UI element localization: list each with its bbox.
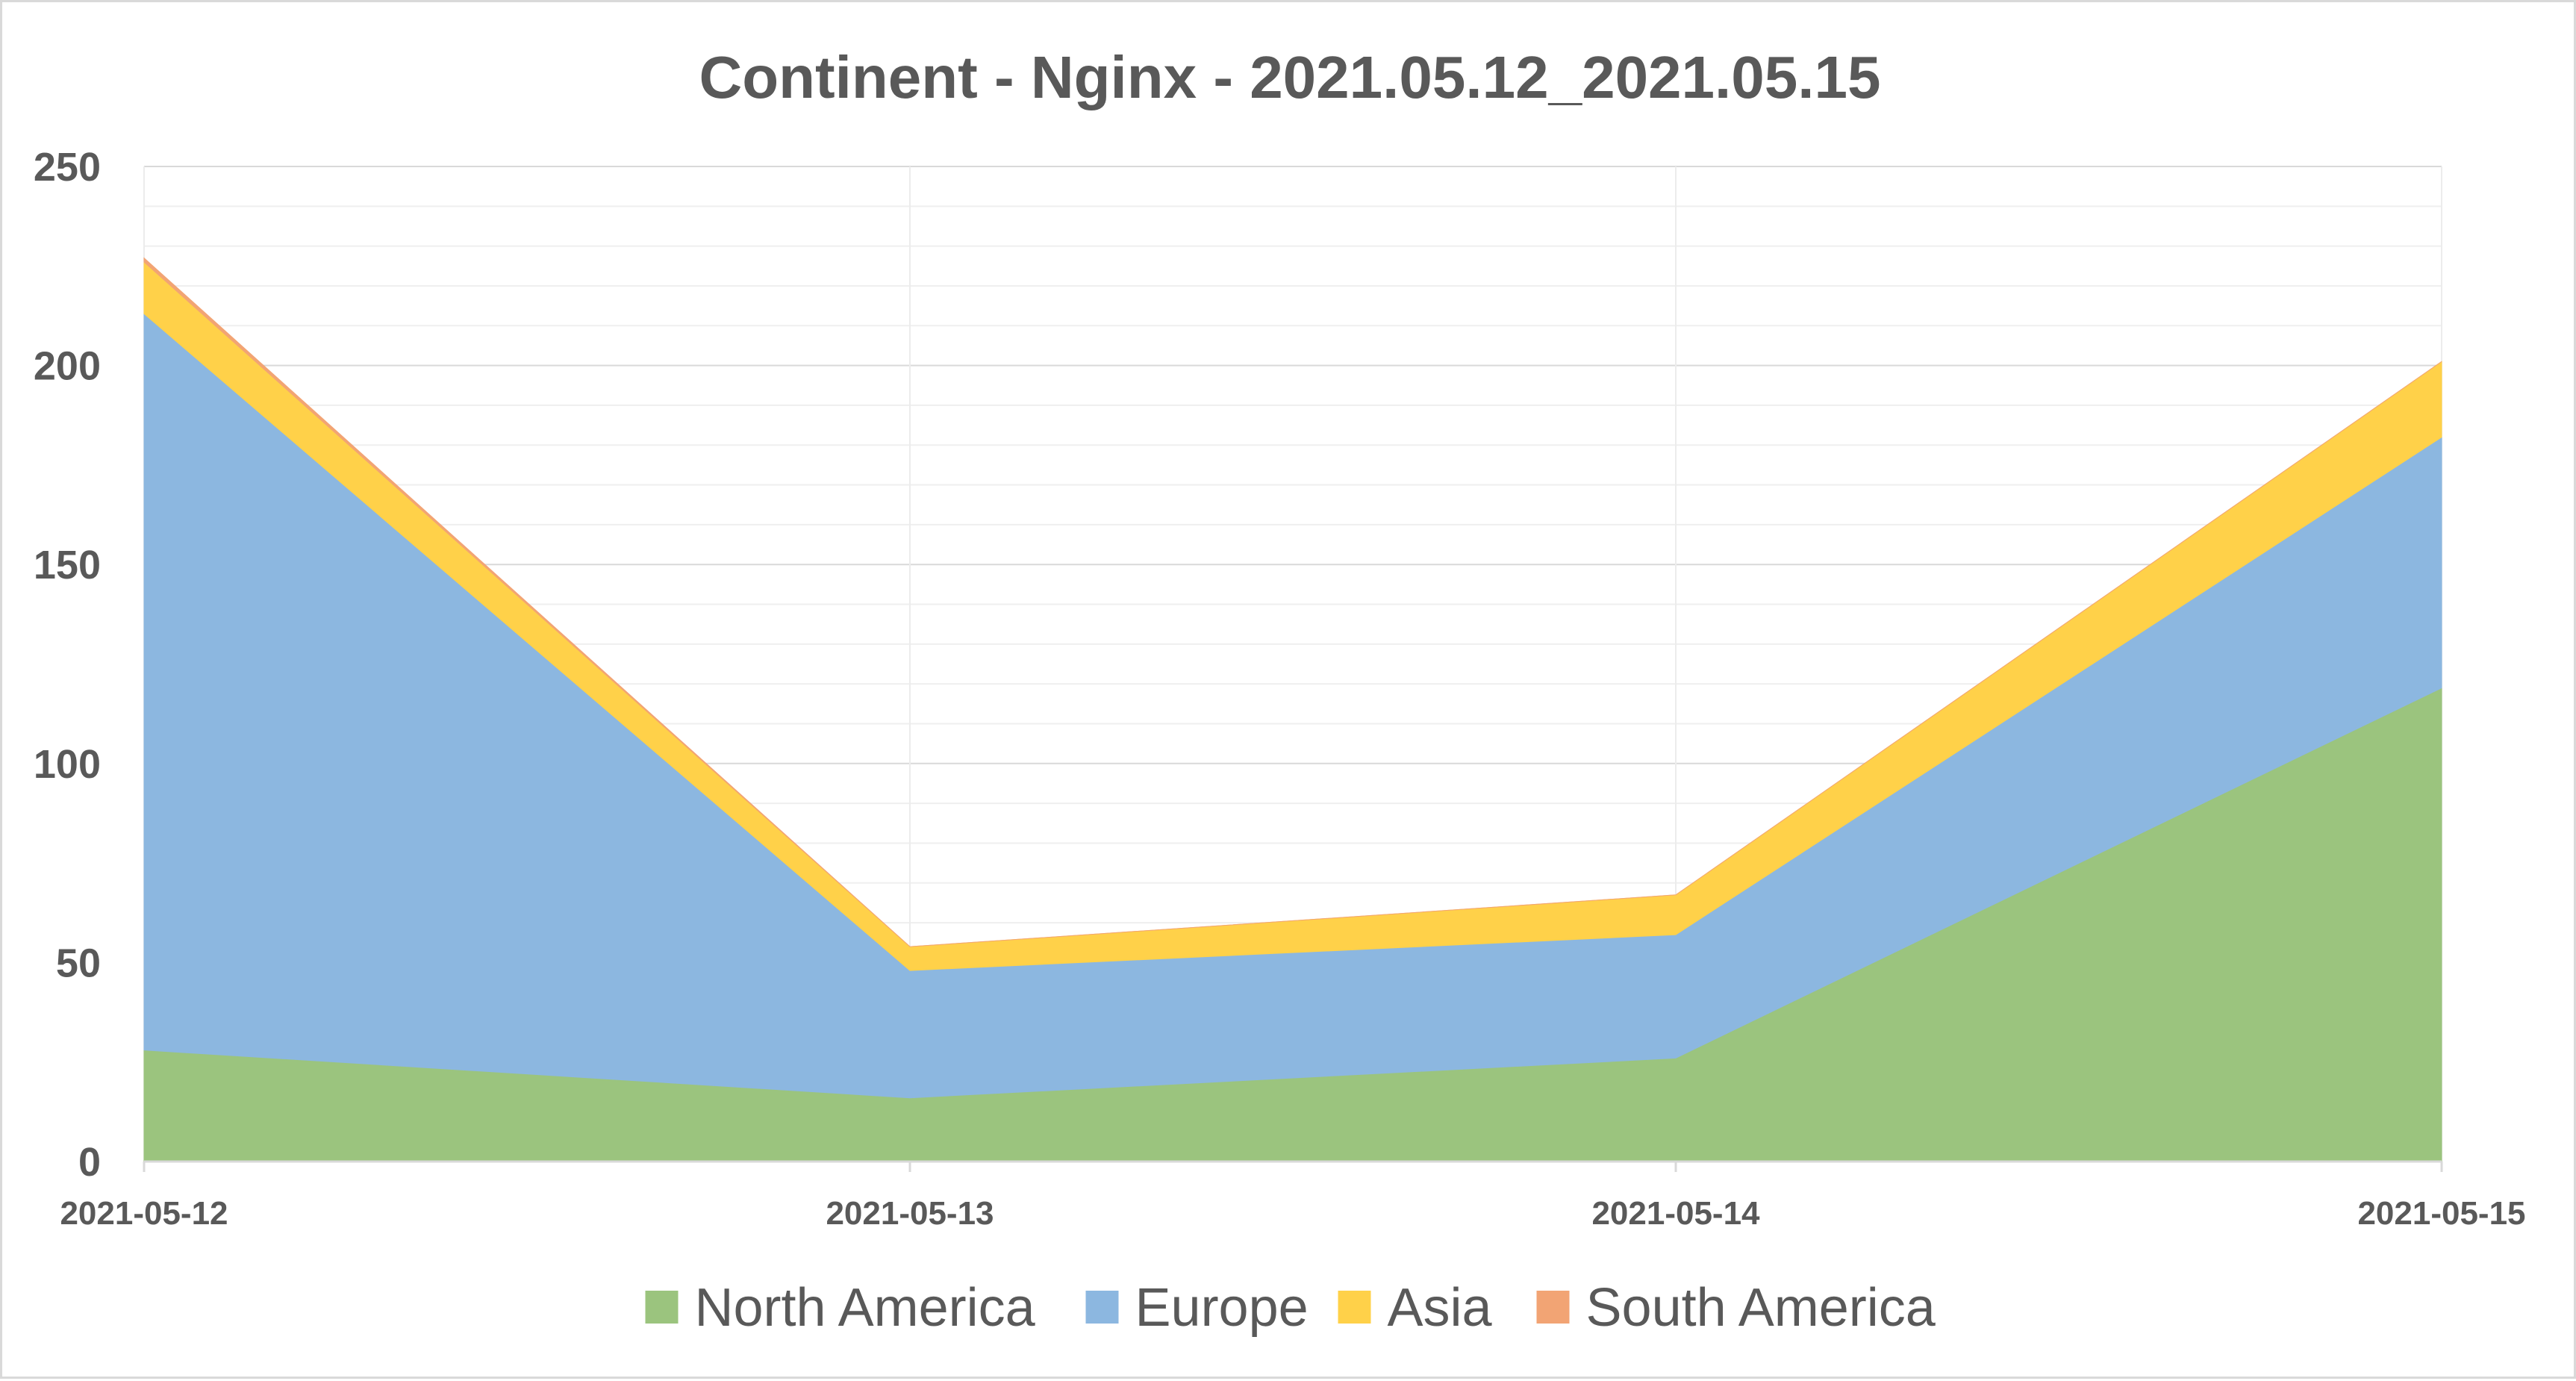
legend-swatch <box>1536 1291 1570 1324</box>
legend-swatch <box>1085 1291 1119 1324</box>
legend-label: North America <box>695 1278 1036 1338</box>
x-tick-label: 2021-05-13 <box>826 1195 994 1232</box>
axes: 2021-05-12 2021-05-13 2021-05-14 2021-05-15… <box>34 145 2526 1232</box>
y-tick-label: 100 <box>34 742 101 787</box>
chart-title: Continent - Nginx - 2021.05.12_2021.05.1… <box>699 44 1881 110</box>
legend-label: Asia <box>1388 1278 1493 1338</box>
x-tick-label: 2021-05-12 <box>60 1195 228 1232</box>
legend-swatch <box>1338 1291 1371 1324</box>
x-tick-label: 2021-05-14 <box>1591 1195 1760 1232</box>
area-south-america <box>143 257 2442 947</box>
legend-label: South America <box>1586 1278 1936 1338</box>
x-tick-label: 2021-05-15 <box>2357 1195 2525 1232</box>
legend-item-asia: Asia <box>1338 1278 1493 1338</box>
y-tick-label: 0 <box>78 1140 101 1185</box>
y-tick-label: 50 <box>56 941 101 985</box>
stacked-areas <box>143 257 2442 1162</box>
legend-item-north-america: North America <box>645 1278 1036 1338</box>
legend: North America Europe Asia South America <box>645 1278 1936 1338</box>
y-tick-label: 250 <box>34 145 101 190</box>
y-tick-label: 200 <box>34 344 101 389</box>
legend-label: Europe <box>1135 1278 1309 1338</box>
legend-item-europe: Europe <box>1085 1278 1309 1338</box>
legend-swatch <box>645 1291 679 1324</box>
y-tick-label: 150 <box>34 543 101 587</box>
legend-item-south-america: South America <box>1536 1278 1936 1338</box>
